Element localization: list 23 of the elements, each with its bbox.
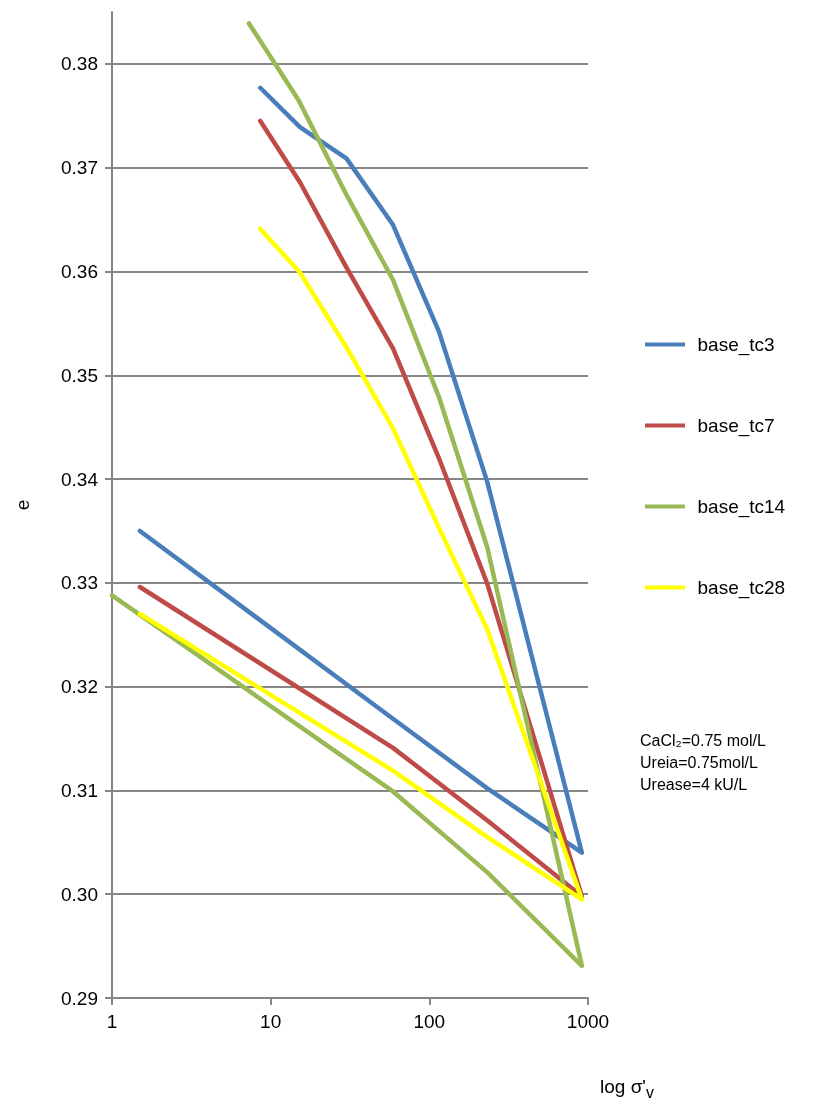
- legend-label: base_tc28: [697, 577, 786, 599]
- y-tick-label: 0.29: [61, 987, 98, 1009]
- legend-label: base_tc3: [697, 334, 775, 356]
- y-tick-label: 0.33: [61, 572, 98, 594]
- y-tick-label: 0.34: [61, 468, 99, 490]
- y-axis-title: e: [12, 499, 33, 511]
- y-tick-label: 0.38: [61, 53, 98, 75]
- x-axis-title: log σ'$_{v}$: [600, 1076, 654, 1102]
- y-tick-label: 0.37: [61, 157, 98, 179]
- text: Ureia=0.75mol/L: [640, 753, 759, 773]
- text: Urease=4 kU/L: [640, 775, 749, 795]
- y-tick-label: 0.32: [61, 676, 98, 698]
- text: CaCl₂=0.75 mol/L: [640, 731, 766, 751]
- x-tick-label: 1: [106, 1011, 118, 1032]
- y-tick-label: 0.31: [61, 779, 98, 801]
- x-tick-label: 10: [260, 1011, 282, 1032]
- x-tick-label: 1000: [566, 1011, 610, 1032]
- legend-label: base_tc7: [697, 415, 775, 437]
- y-tick-label: 0.36: [61, 260, 98, 282]
- x-tick-label: 100: [413, 1011, 446, 1032]
- legend-label: base_tc14: [697, 496, 786, 518]
- y-tick-label: 0.35: [61, 364, 98, 386]
- y-tick-label: 0.30: [61, 883, 98, 905]
